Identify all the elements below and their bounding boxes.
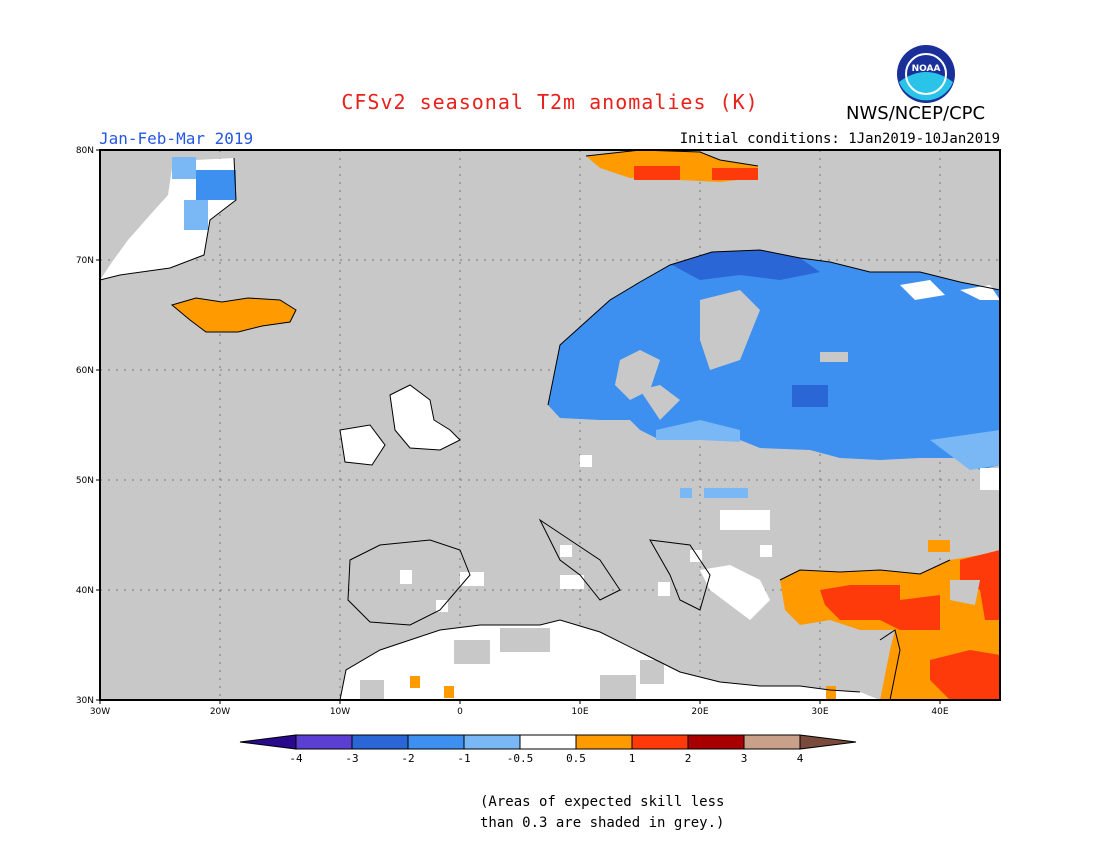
initial-conditions: Initial conditions: 1Jan2019-10Jan2019 [679,131,1000,147]
colorbar-label: 2 [685,752,692,765]
note-line: (Areas of expected skill less [480,794,725,810]
colorbar: -4 -3 -2 -1 -0.5 0.5 1 2 3 4 [239,734,857,765]
colorbar-label: -4 [289,752,303,765]
lat-label: 60N [76,366,94,376]
noaa-logo-icon: NOAA [897,45,955,103]
colorbar-label: -0.5 [507,752,534,765]
colorbar-swatch [463,734,521,750]
colorbar-label: -2 [401,752,414,765]
lat-label: 50N [76,476,94,486]
north-africa-region [340,620,880,700]
lat-label: 30N [76,696,94,706]
agency-label: NWS/NCEP/CPC [846,103,986,124]
skill-note: (Areas of expected skill less than 0.3 a… [480,792,724,834]
lon-label: 20W [210,707,230,717]
colorbar-arrow-low [239,734,297,750]
colorbar-label: 3 [741,752,748,765]
colorbar-swatch [295,734,353,750]
lon-label: 0 [457,707,463,717]
lon-label: 20E [691,707,708,717]
lat-label: 80N [76,146,94,156]
lon-ticks [99,700,941,704]
greenland-region [100,157,236,280]
forecast-period: Jan-Feb-Mar 2019 [99,129,254,148]
colorbar-label: -1 [457,752,470,765]
colorbar-swatch [407,734,465,750]
colorbar-swatch [351,734,409,750]
lat-ticks [96,149,100,701]
map-frame [99,149,1001,701]
colorbar-label: 0.5 [566,752,586,765]
lon-label: 30E [811,707,828,717]
central-europe-blue [680,488,692,498]
colorbar-label: 1 [629,752,636,765]
colorbar-swatch [743,734,801,750]
latitude-labels: 80N 70N 60N 50N 40N 30N [76,146,94,706]
coastlines [99,149,1001,701]
lon-label: 40E [931,707,948,717]
scandinavia-cold-region [548,250,1000,490]
colorbar-arrow-high [799,734,857,750]
lat-label: 70N [76,256,94,266]
lon-label: 30W [90,707,110,717]
note-line: than 0.3 are shaded in grey.) [480,815,725,831]
map-title: CFSv2 seasonal T2m anomalies (K) [341,90,759,114]
lat-label: 40N [76,586,94,596]
neutral-white-regions [340,385,772,620]
colorbar-swatch [687,734,745,750]
longitude-labels: 30W 20W 10W 0 10E 20E 30E 40E [90,707,949,717]
middle-east-warm-region [780,540,1000,700]
map-gridlines [100,150,1000,700]
colorbar-swatch [631,734,689,750]
iceland-region [172,298,296,332]
lon-label: 10E [571,707,588,717]
colorbar-label: 4 [797,752,804,765]
lon-label: 10W [330,707,350,717]
colorbar-swatch [575,734,633,750]
logo-text: NOAA [912,64,941,74]
colorbar-swatch [519,734,577,750]
colorbar-label: -3 [345,752,358,765]
